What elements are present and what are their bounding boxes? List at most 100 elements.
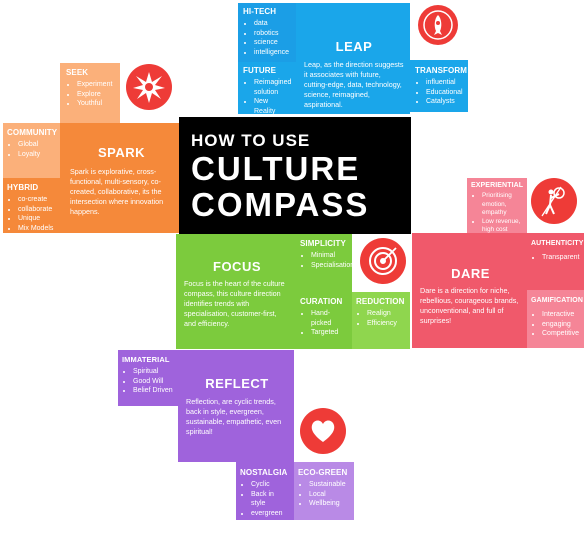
heart-icon (300, 408, 346, 454)
nostalgia-list: Cyclic Back in style evergreen (240, 480, 290, 518)
list-item: Catalysts (426, 97, 463, 107)
list-item: data (254, 19, 291, 29)
list-item: collaborate (18, 205, 56, 215)
hitech-title: HI-TECH (243, 7, 277, 16)
spark-heading: SPARK (97, 145, 146, 160)
ecogreen-title: ECO-GREEN (298, 468, 348, 477)
list-item: Efficiency (367, 319, 406, 329)
leap-heading: LEAP (335, 39, 373, 54)
dare-gamification-box: GAMIFICATION Interactive engaging Compet… (527, 290, 584, 348)
transform-title: TRANSFORM (415, 66, 468, 75)
list-item: Realign (367, 309, 406, 319)
reflect-main-box: REFLECT Reflection, are cyclic trends, b… (178, 350, 294, 462)
reduction-list: Realign Efficiency (356, 309, 406, 328)
spark-main-box: SPARK Spark is explorative, cross-functi… (60, 123, 179, 233)
dare-authenticity-box: AUTHENTICITY Transparent (527, 233, 584, 290)
list-item: Belief Driven (133, 386, 174, 396)
spark-description: Spark is explorative, cross-functional, … (70, 167, 164, 216)
list-item: Hand-picked (311, 309, 348, 328)
list-item: Educational (426, 88, 463, 98)
immaterial-list: Spiritual Good Will Belief Driven (122, 367, 174, 396)
list-item: Prioritising emotion, empathy (482, 192, 523, 218)
focus-reduction-box: REDUCTION Realign Efficiency (352, 292, 410, 349)
simplicity-title: SIMPLICITY (300, 239, 346, 248)
title-line-1: HOW TO USE (191, 131, 311, 150)
simplicity-list: Minimal Specialisation (300, 251, 354, 271)
list-item: evergreen (251, 509, 290, 519)
list-item: Low revenue, high cost (482, 218, 523, 235)
leap-description: Leap, as the direction suggests it assoc… (304, 60, 404, 109)
curation-list: Hand-picked Targeted (300, 309, 348, 338)
list-item: Spiritual (133, 367, 174, 377)
list-item: intelligence (254, 48, 291, 58)
hybrid-title: HYBRID (7, 183, 39, 192)
reflect-heading: REFLECT (205, 376, 269, 391)
ecogreen-list: Sustainable Local Wellbeing (298, 480, 350, 509)
reflect-description: Reflection, are cyclic trends, back in s… (186, 397, 282, 436)
leap-transform-box: TRANSFORM influential Educational Cataly… (410, 60, 468, 112)
rocket-icon (418, 5, 458, 45)
hitech-list: data robotics science intelligence (243, 19, 291, 57)
reflect-ecogreen-box: ECO-GREEN Sustainable Local Wellbeing (294, 462, 354, 520)
title-line-3: COMPASS (191, 186, 370, 223)
list-item: Specialisation (311, 261, 354, 271)
list-item: Interactive (542, 310, 580, 320)
list-item: Youthful (77, 99, 114, 109)
authenticity-list: Transparent (531, 253, 580, 263)
list-item: New Reality (254, 97, 291, 116)
leap-future-box: FUTURE Reimagined solution New Reality A… (238, 62, 296, 124)
list-item: Mix Models (18, 224, 56, 234)
leap-main-box: LEAP Leap, as the direction suggests it … (296, 3, 410, 114)
dare-description: Dare is a direction for niche, rebelliou… (420, 286, 519, 325)
list-item: influential (426, 78, 463, 88)
dare-heading: DARE (451, 266, 490, 281)
list-item: co-create (18, 195, 56, 205)
community-list: Global Loyalty (7, 140, 56, 159)
list-item: engaging (542, 320, 580, 330)
focus-curation-box: CURATION Hand-picked Targeted (296, 292, 352, 349)
list-item: Sustainable (309, 480, 350, 490)
list-item: Cyclic (251, 480, 290, 490)
gamification-title: GAMIFICATION (531, 297, 584, 304)
warrior-icon (531, 178, 577, 224)
title-line-2: CULTURE (191, 150, 361, 187)
dare-experiential-box: EXPERIENTIAL Prioritising emotion, empat… (467, 178, 527, 233)
spark-burst-icon (126, 64, 172, 110)
spark-hybrid-box: HYBRID co-create collaborate Unique Mix … (3, 178, 60, 233)
list-item: Wellbeing (309, 499, 350, 509)
dare-main-box: DARE Dare is a direction for niche, rebe… (412, 233, 527, 348)
reflect-nostalgia-box: NOSTALGIA Cyclic Back in style evergreen (236, 462, 294, 520)
list-item: Back in style (251, 490, 290, 509)
list-item: Targeted (311, 328, 348, 338)
focus-simplicity-box: SIMPLICITY Minimal Specialisation (296, 234, 354, 292)
future-title: FUTURE (243, 66, 277, 75)
list-item: science (254, 38, 291, 48)
list-item: Reimagined solution (254, 78, 291, 97)
reflect-immaterial-box: IMMATERIAL Spiritual Good Will Belief Dr… (118, 350, 178, 406)
focus-heading: FOCUS (213, 259, 261, 274)
experiential-list: Prioritising emotion, empathy Low revenu… (471, 192, 523, 235)
list-item: Experiment (77, 80, 114, 90)
spark-community-box: COMMUNITY Global Loyalty (3, 123, 60, 178)
focus-description: Focus is the heart of the culture compas… (184, 279, 285, 328)
list-item: Explore (77, 90, 114, 100)
focus-main-box: FOCUS Focus is the heart of the culture … (176, 234, 296, 349)
nostalgia-title: NOSTALGIA (240, 468, 288, 477)
target-icon (360, 238, 406, 284)
seek-list: Experiment Explore Youthful (66, 80, 114, 109)
authenticity-title: AUTHENTICITY (531, 240, 584, 247)
leap-hitech-box: HI-TECH data robotics science intelligen… (238, 3, 296, 62)
community-title: COMMUNITY (7, 128, 58, 137)
list-item: Transparent (542, 253, 580, 263)
immaterial-title: IMMATERIAL (122, 355, 170, 364)
seek-title: SEEK (66, 68, 89, 77)
transform-list: influential Educational Catalysts (415, 78, 463, 107)
list-item: Competitive (542, 329, 580, 339)
curation-title: CURATION (300, 297, 343, 306)
reduction-title: REDUCTION (356, 297, 405, 306)
list-item: Local (309, 490, 350, 500)
list-item: robotics (254, 29, 291, 39)
gamification-list: Interactive engaging Competitive (531, 310, 580, 339)
list-item: Global (18, 140, 56, 150)
list-item: Minimal (311, 251, 348, 261)
